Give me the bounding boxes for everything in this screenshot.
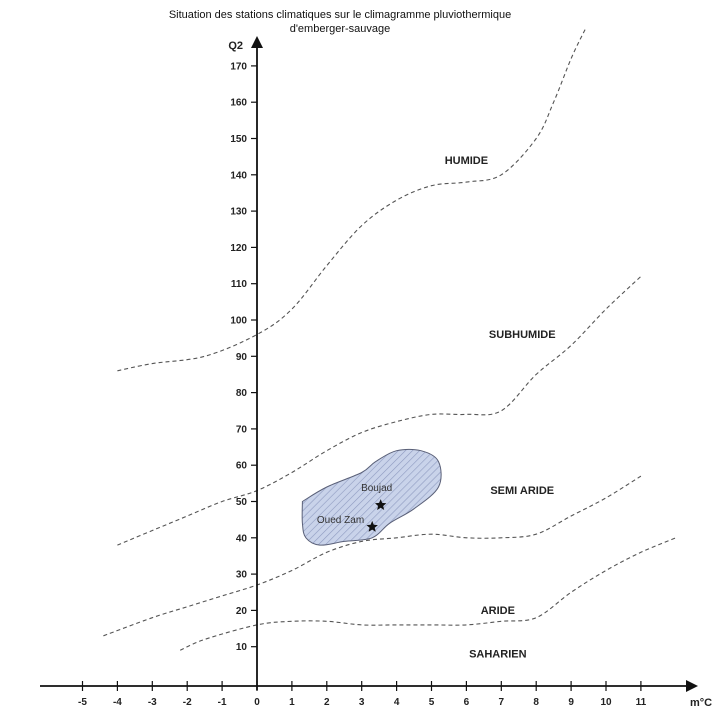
x-tick-label: 3: [359, 697, 365, 708]
y-tick-label: 110: [231, 279, 248, 290]
y-ticks: 10 20 30 40 50 60 70 80 90 100 110 120 130 140 150 160 1…: [230, 61, 257, 653]
x-axis-label: m°C: [690, 697, 712, 709]
station-marker: [375, 499, 387, 510]
x-tick-label: -1: [218, 697, 227, 708]
x-tick-label: 6: [464, 697, 470, 708]
zone-label-saharien: SAHARIEN: [469, 649, 527, 661]
y-tick-label: 90: [236, 352, 248, 363]
boundary-humide-subhumide: [117, 29, 586, 372]
y-tick-label: 150: [230, 134, 247, 145]
x-tick-label: 8: [533, 697, 539, 708]
boundary-aride-saharien: [179, 537, 677, 651]
boundary-subhumide-semiaride: [117, 276, 642, 546]
y-tick-label: 70: [236, 424, 248, 435]
boundary-semiaride-aride: [103, 475, 642, 637]
y-tick-label: 20: [236, 606, 248, 617]
y-tick-label: 100: [230, 316, 247, 327]
stations-region: [301, 448, 442, 546]
x-tick-label: -3: [148, 697, 157, 708]
y-tick-label: 120: [230, 243, 247, 254]
x-tick-label: 9: [568, 697, 574, 708]
zone-boundaries: [103, 29, 677, 651]
y-tick-label: 30: [236, 570, 248, 581]
y-tick-label: 130: [230, 207, 247, 218]
station-label: Boujad: [361, 483, 392, 494]
x-tick-label: 5: [429, 697, 435, 708]
y-tick-label: 140: [230, 170, 247, 181]
y-tick-label: 50: [236, 497, 248, 508]
x-tick-label: -2: [183, 697, 192, 708]
y-tick-label: 80: [236, 388, 248, 399]
y-tick-label: 60: [236, 461, 248, 472]
x-tick-label: 10: [600, 697, 612, 708]
chart-title-line-2: d'emberger-sauvage: [290, 23, 391, 35]
x-tick-label: -4: [113, 697, 122, 708]
x-tick-label: -5: [78, 697, 87, 708]
y-axis-arrow: [251, 36, 263, 48]
station-marker: [366, 520, 378, 532]
x-axis-arrow: [686, 680, 698, 692]
zone-label-aride: ARIDE: [481, 605, 515, 617]
x-tick-label: 0: [254, 697, 260, 708]
x-tick-label: 4: [394, 697, 400, 708]
x-tick-label: 11: [636, 697, 647, 708]
zone-labels: HUMIDE SUBHUMIDE SEMI ARIDE ARIDE SAHARIEN: [445, 155, 556, 661]
y-tick-label: 170: [230, 61, 247, 72]
zone-label-subhumide: SUBHUMIDE: [489, 329, 556, 341]
station-markers: Boujad Oued Zam: [317, 483, 392, 532]
y-tick-label: 160: [230, 98, 247, 109]
zone-label-semi-aride: SEMI ARIDE: [490, 485, 554, 497]
chart-title-line-1: Situation des stations climatiques sur l…: [169, 9, 511, 21]
zone-label-humide: HUMIDE: [445, 155, 488, 167]
x-tick-label: 7: [499, 697, 505, 708]
y-tick-label: 10: [236, 642, 248, 653]
y-tick-label: 40: [236, 533, 248, 544]
station-label: Oued Zam: [317, 515, 364, 526]
x-tick-label: 2: [324, 697, 330, 708]
stations-area-polygon: [301, 448, 442, 546]
x-tick-label: 1: [289, 697, 295, 708]
x-ticks: -5 -4 -3 -2 -1 0 1 2 3 4 5 6 7 8 9 10 11: [78, 681, 647, 708]
y-axis-label: Q2: [228, 40, 243, 52]
